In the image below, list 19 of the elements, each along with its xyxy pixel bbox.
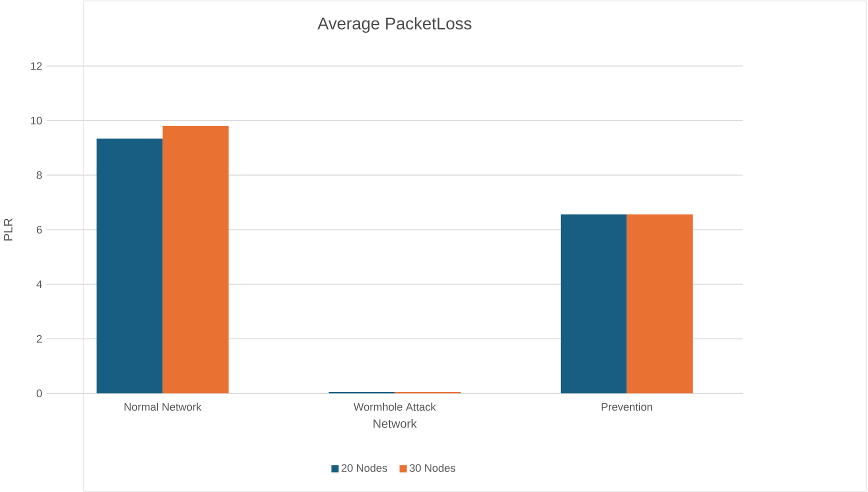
y-tick-label: 10 (31, 116, 42, 124)
y-tick-label: 6 (36, 226, 42, 234)
legend-label: 30 Nodes (410, 464, 456, 472)
bar (626, 214, 693, 394)
y-tick-label: 4 (36, 280, 42, 288)
x-tick-label: Prevention (602, 402, 652, 411)
y-tick-label: 8 (36, 171, 42, 180)
bar (162, 126, 229, 394)
x-axis-title: Network (374, 419, 417, 428)
bar (96, 138, 163, 394)
y-tick-label: 0 (36, 390, 42, 398)
x-tick-label: Normal Network (124, 402, 202, 411)
legend-label: 20 Nodes (342, 464, 388, 472)
y-axis-title: PLR (4, 218, 12, 240)
x-tick-label: Wormhole Attack (354, 402, 436, 411)
chart-title: Average PacketLoss (318, 17, 472, 33)
bar (560, 214, 627, 394)
y-tick-label: 12 (31, 62, 42, 70)
y-tick-label: 2 (36, 335, 42, 343)
